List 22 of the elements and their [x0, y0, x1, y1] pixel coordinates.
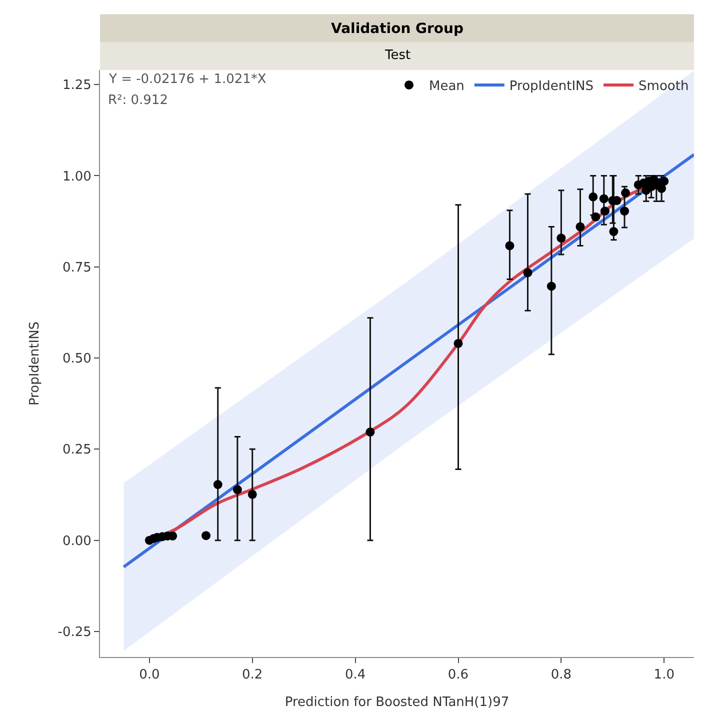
y-axis-title: PropIdentINS — [28, 321, 43, 406]
chart-title: Validation Group — [331, 21, 464, 37]
legend-label: Mean — [429, 79, 464, 94]
legend-label: PropIdentINS — [509, 79, 594, 94]
x-tick-label: 0.6 — [448, 668, 469, 683]
y-tick-label: 0.50 — [62, 352, 92, 367]
y-tick-label: 1.00 — [62, 169, 92, 184]
y-tick-label: 0.75 — [62, 260, 92, 276]
x-tick-label: 1.0 — [654, 668, 674, 683]
y-tick-label: 0.00 — [62, 534, 92, 549]
y-tick-label: 0.25 — [62, 442, 92, 458]
annotation: R²: 0.912 — [108, 93, 168, 108]
x-tick-label: 0.2 — [242, 668, 263, 683]
annotation: Y = -0.02176 + 1.021*X — [108, 72, 266, 87]
x-tick-label: 0.8 — [550, 668, 572, 683]
legend-label: Smooth — [638, 79, 689, 94]
x-axis-title: Prediction for Boosted NTanH(1)97 — [284, 695, 510, 710]
y-tick-label: 1.25 — [62, 78, 92, 94]
x-tick-label: 0.0 — [139, 668, 160, 683]
y-tick-label: -0.25 — [58, 625, 92, 640]
x-tick-label: 0.4 — [344, 668, 366, 683]
chart-subtitle: Test — [384, 48, 411, 63]
